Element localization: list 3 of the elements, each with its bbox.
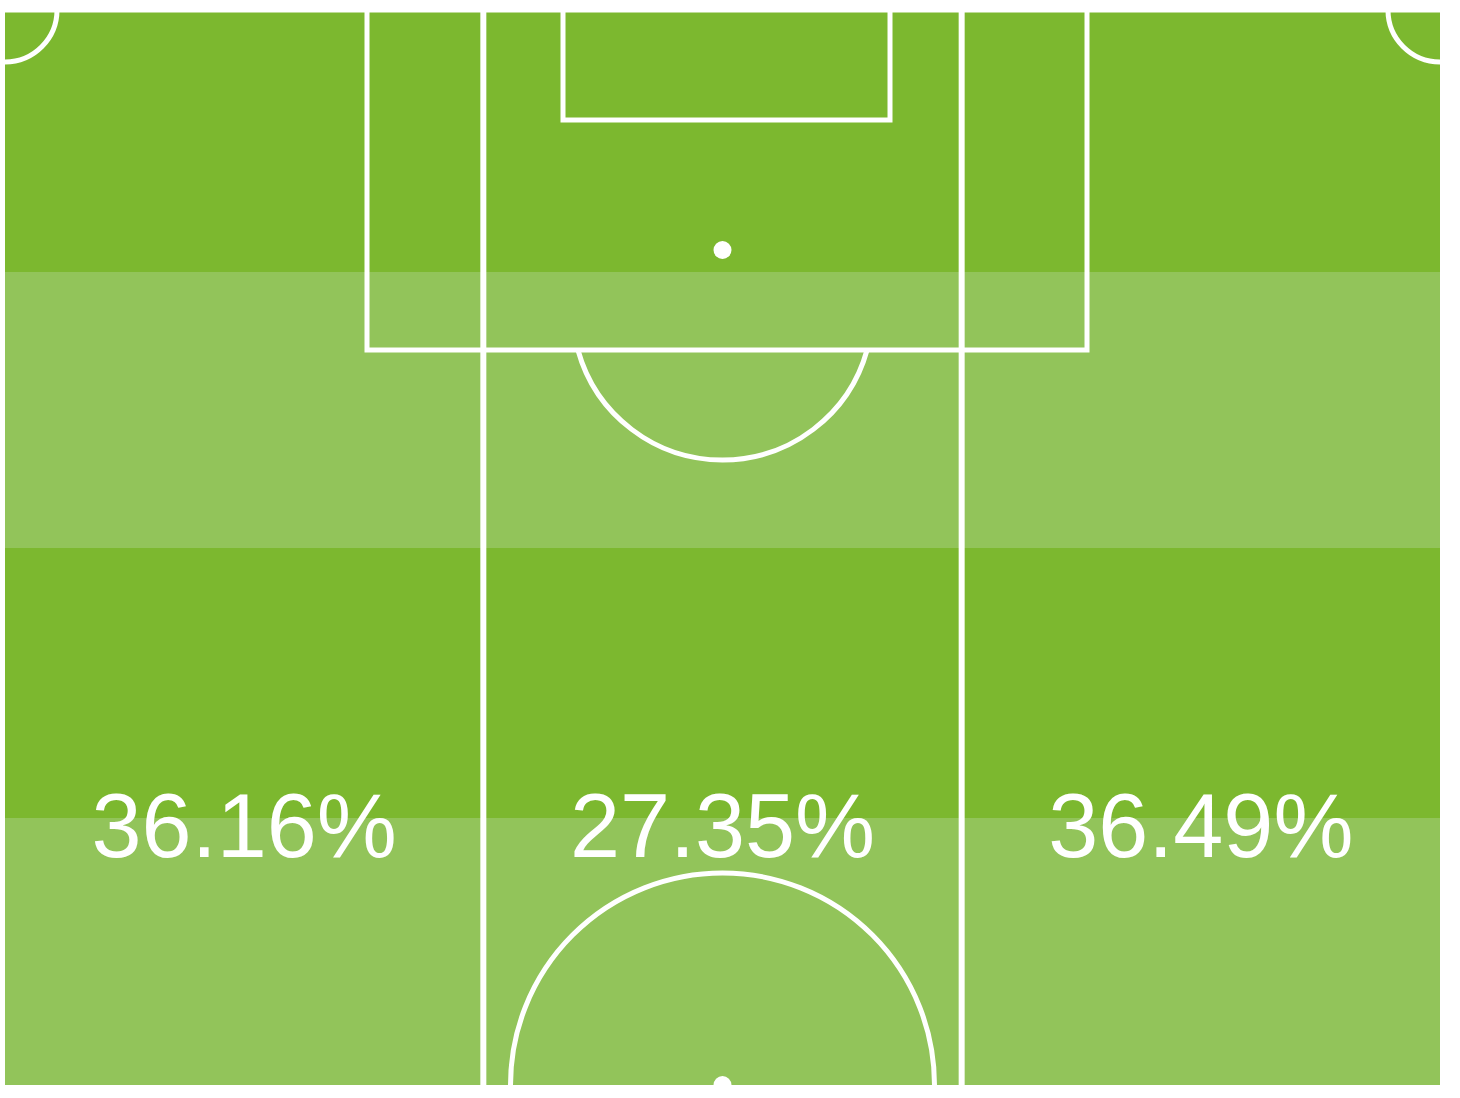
data-label: 36.16% bbox=[91, 776, 397, 876]
data-label: 27.35% bbox=[569, 776, 876, 876]
data-label: 36.49% bbox=[1048, 776, 1354, 876]
